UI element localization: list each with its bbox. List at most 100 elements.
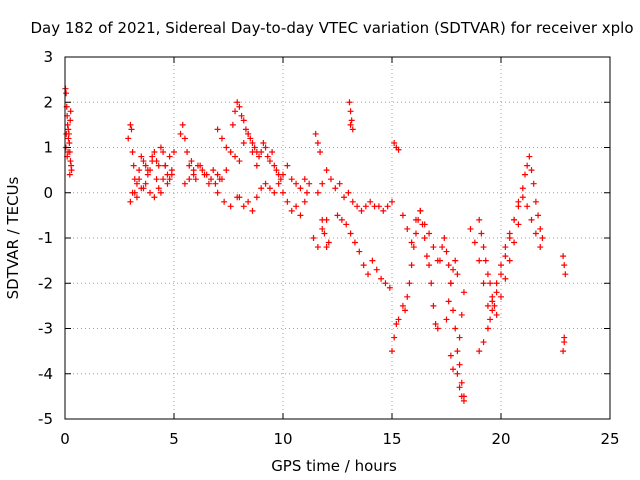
data-point	[480, 339, 487, 346]
data-point	[249, 139, 256, 146]
data-point	[190, 171, 197, 178]
data-point	[395, 316, 402, 323]
data-point	[347, 121, 354, 128]
data-point	[192, 176, 199, 183]
data-point	[332, 185, 339, 192]
data-point	[232, 153, 239, 160]
data-point	[221, 198, 228, 205]
data-point	[188, 158, 195, 165]
data-point	[386, 284, 393, 291]
data-point	[560, 348, 567, 355]
data-point	[181, 180, 188, 187]
data-point	[232, 108, 239, 115]
data-point	[404, 293, 411, 300]
data-point	[356, 248, 363, 255]
data-point	[502, 253, 509, 260]
data-point	[562, 271, 569, 278]
data-point	[65, 149, 72, 156]
data-point	[511, 216, 518, 223]
data-point	[452, 325, 459, 332]
data-point	[535, 212, 542, 219]
data-point	[354, 203, 361, 210]
data-point	[136, 176, 143, 183]
data-point	[460, 289, 467, 296]
data-point	[476, 216, 483, 223]
data-point	[426, 262, 433, 269]
data-point	[127, 198, 134, 205]
data-point	[493, 280, 500, 287]
data-point	[489, 307, 496, 314]
data-point	[301, 176, 308, 183]
data-point	[502, 275, 509, 282]
data-point	[236, 103, 243, 110]
data-point	[184, 149, 191, 156]
y-tick-label: 1	[43, 139, 53, 157]
data-point	[314, 189, 321, 196]
data-point	[155, 162, 162, 169]
data-point	[351, 239, 358, 246]
data-point	[319, 225, 326, 232]
data-point	[480, 280, 487, 287]
data-point	[404, 225, 411, 232]
data-point	[223, 167, 230, 174]
data-point	[430, 302, 437, 309]
data-point	[128, 126, 135, 133]
data-point	[314, 139, 321, 146]
data-point	[194, 162, 201, 169]
data-point	[454, 271, 461, 278]
data-point	[336, 180, 343, 187]
data-point	[349, 198, 356, 205]
data-point	[312, 130, 319, 137]
x-tick-label: 20	[491, 430, 510, 448]
data-point	[131, 189, 138, 196]
data-point	[348, 117, 355, 124]
data-point	[151, 194, 158, 201]
data-point	[160, 149, 167, 156]
y-tick-label: 2	[43, 93, 53, 111]
data-point	[68, 167, 75, 174]
data-point	[391, 139, 398, 146]
data-point	[561, 262, 568, 269]
data-point	[242, 126, 249, 133]
data-point	[480, 244, 487, 251]
data-point	[310, 235, 317, 241]
data-point	[430, 244, 437, 251]
data-point	[399, 212, 406, 219]
data-point	[347, 108, 354, 115]
ticks	[64, 56, 611, 420]
data-point	[417, 207, 424, 214]
data-point	[67, 158, 74, 165]
data-point	[445, 262, 452, 269]
data-point	[378, 275, 385, 282]
data-point	[393, 320, 400, 327]
data-point	[341, 194, 348, 201]
data-point	[382, 280, 389, 287]
data-point	[214, 171, 221, 178]
data-point	[406, 280, 413, 287]
data-point	[179, 121, 186, 128]
data-point	[284, 198, 291, 205]
data-point	[162, 162, 169, 169]
data-point	[467, 225, 474, 232]
data-point	[138, 153, 145, 160]
data-point	[186, 176, 193, 183]
data-point	[157, 144, 164, 151]
data-point	[258, 149, 265, 156]
data-point	[140, 185, 147, 192]
data-point	[266, 158, 273, 165]
data-point	[303, 189, 310, 196]
data-point	[164, 180, 171, 187]
data-point	[445, 298, 452, 305]
data-point	[297, 185, 304, 192]
data-point	[247, 135, 254, 142]
data-point	[205, 180, 212, 187]
data-point	[502, 244, 509, 251]
data-point	[151, 149, 158, 156]
data-point	[249, 207, 256, 214]
data-point	[450, 266, 457, 273]
grid	[65, 57, 610, 419]
data-point	[491, 302, 498, 309]
data-point	[358, 207, 365, 214]
data-point	[323, 216, 330, 223]
data-point	[171, 149, 177, 156]
